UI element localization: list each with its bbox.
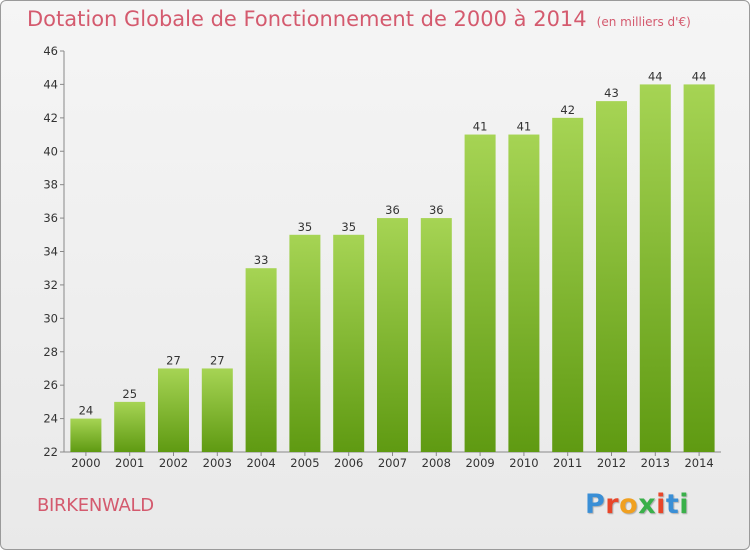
data-label: 43 xyxy=(604,86,619,100)
data-label: 44 xyxy=(692,69,707,83)
y-tick-label: 22 xyxy=(43,445,58,459)
data-label: 35 xyxy=(341,220,356,234)
data-label: 41 xyxy=(517,120,532,134)
chart-title-text: Dotation Globale de Fonctionnement de 20… xyxy=(27,7,587,31)
y-tick-label: 40 xyxy=(43,144,58,158)
y-tick-label: 30 xyxy=(43,311,58,325)
chart-unit: (en milliers d'€) xyxy=(596,15,691,29)
proxiti-logo[interactable]: Proxiti xyxy=(585,489,689,520)
logo-letter: P xyxy=(585,489,606,520)
bar xyxy=(596,101,627,452)
data-label: 36 xyxy=(385,203,400,217)
logo-letter: r xyxy=(605,489,620,520)
y-tick-label: 42 xyxy=(43,111,58,125)
bar xyxy=(464,134,496,452)
data-label: 27 xyxy=(166,353,181,367)
y-tick-label: 38 xyxy=(43,178,58,192)
bar xyxy=(158,368,189,452)
data-label: 35 xyxy=(298,220,313,234)
x-tick-label: 2000 xyxy=(71,456,100,470)
x-tick-label: 2003 xyxy=(203,456,232,470)
x-tick-label: 2012 xyxy=(597,456,626,470)
y-tick-label: 32 xyxy=(43,278,58,292)
y-tick-label: 36 xyxy=(43,211,58,225)
bar xyxy=(420,218,452,452)
data-label: 42 xyxy=(560,103,575,117)
x-tick-label: 2011 xyxy=(553,456,582,470)
logo-letter: o xyxy=(619,489,639,520)
y-tick-label: 34 xyxy=(43,245,58,259)
bar xyxy=(70,418,102,452)
x-tick-label: 2008 xyxy=(422,456,451,470)
bar xyxy=(552,117,584,452)
bar xyxy=(333,234,365,452)
x-tick-label: 2010 xyxy=(509,456,538,470)
x-tick-label: 2014 xyxy=(684,456,713,470)
x-tick-label: 2009 xyxy=(465,456,494,470)
y-tick-label: 24 xyxy=(43,412,58,426)
x-tick-label: 2006 xyxy=(334,456,363,470)
x-tick-label: 2005 xyxy=(290,456,319,470)
bar xyxy=(114,401,146,452)
y-tick-label: 46 xyxy=(43,44,58,58)
bar xyxy=(683,84,715,453)
y-tick-label: 26 xyxy=(43,378,58,392)
x-tick-label: 2007 xyxy=(378,456,407,470)
x-tick-label: 2004 xyxy=(246,456,275,470)
data-label: 41 xyxy=(473,120,488,134)
chart-title: Dotation Globale de Fonctionnement de 20… xyxy=(27,7,691,31)
y-tick-label: 44 xyxy=(43,77,58,91)
bar xyxy=(201,368,233,452)
data-label: 25 xyxy=(122,387,137,401)
bar xyxy=(245,268,277,452)
data-label: 27 xyxy=(210,353,225,367)
data-label: 36 xyxy=(429,203,444,217)
bar xyxy=(377,218,408,452)
commune-name: BIRKENWALD xyxy=(37,495,154,516)
bar xyxy=(508,134,540,452)
x-tick-label: 2001 xyxy=(115,456,144,470)
logo-letter: i xyxy=(679,489,690,520)
bar xyxy=(289,234,321,452)
y-tick-label: 28 xyxy=(43,345,58,359)
logo-letter: x xyxy=(638,489,657,520)
data-label: 44 xyxy=(648,69,663,83)
logo-letter: t xyxy=(665,489,680,520)
x-tick-label: 2002 xyxy=(159,456,188,470)
data-label: 33 xyxy=(254,253,269,267)
bar xyxy=(639,84,671,453)
logo-letter: i xyxy=(656,489,666,520)
x-tick-label: 2013 xyxy=(641,456,670,470)
data-label: 24 xyxy=(79,404,94,418)
